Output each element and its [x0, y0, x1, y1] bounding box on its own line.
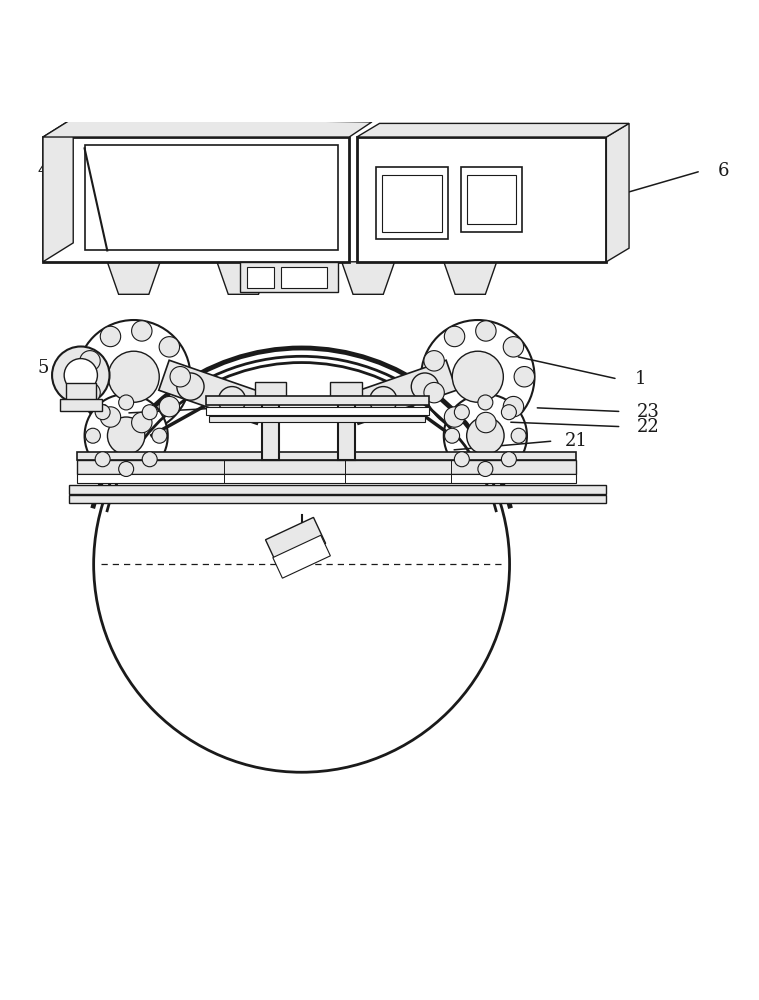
Circle shape — [95, 405, 110, 420]
Bar — [461, 167, 522, 232]
Circle shape — [52, 346, 109, 404]
Circle shape — [444, 407, 465, 427]
Bar — [468, 175, 516, 224]
Bar — [66, 383, 96, 402]
Circle shape — [455, 405, 469, 420]
Circle shape — [100, 326, 121, 347]
Circle shape — [131, 321, 152, 341]
Circle shape — [77, 320, 191, 433]
Polygon shape — [43, 118, 73, 262]
Circle shape — [514, 367, 534, 387]
Circle shape — [142, 452, 157, 467]
Circle shape — [503, 396, 524, 417]
Circle shape — [502, 405, 516, 420]
Circle shape — [219, 387, 246, 414]
Bar — [43, 137, 349, 262]
Circle shape — [502, 452, 516, 467]
Circle shape — [476, 321, 496, 341]
Circle shape — [142, 405, 157, 420]
Text: 3: 3 — [98, 404, 109, 422]
Bar — [376, 167, 448, 239]
Circle shape — [177, 373, 204, 400]
Circle shape — [118, 462, 134, 476]
Polygon shape — [217, 262, 270, 294]
Circle shape — [445, 428, 460, 443]
Text: 22: 22 — [637, 418, 660, 436]
Circle shape — [118, 395, 134, 410]
Polygon shape — [266, 517, 326, 566]
Polygon shape — [43, 118, 372, 137]
Circle shape — [86, 428, 100, 443]
Circle shape — [159, 337, 180, 357]
Polygon shape — [342, 262, 395, 294]
Circle shape — [159, 396, 180, 417]
Circle shape — [478, 462, 493, 476]
Bar — [357, 137, 606, 262]
Bar — [77, 452, 576, 460]
Circle shape — [424, 351, 444, 371]
Circle shape — [100, 407, 121, 427]
Circle shape — [370, 387, 397, 414]
Text: 6: 6 — [718, 162, 729, 180]
Circle shape — [503, 337, 524, 357]
Text: 5: 5 — [37, 359, 49, 377]
Circle shape — [152, 428, 167, 443]
Bar — [70, 485, 606, 494]
Bar — [77, 474, 576, 483]
Circle shape — [80, 351, 100, 371]
Circle shape — [452, 351, 503, 402]
Circle shape — [467, 417, 504, 454]
Bar — [382, 175, 442, 232]
Bar — [338, 387, 354, 460]
Text: 1: 1 — [635, 370, 646, 388]
Circle shape — [478, 395, 493, 410]
Bar — [77, 460, 576, 474]
Text: 4: 4 — [37, 162, 49, 180]
Circle shape — [108, 417, 145, 454]
Circle shape — [424, 382, 444, 403]
Bar — [206, 407, 429, 415]
Bar — [70, 495, 606, 503]
Circle shape — [170, 367, 191, 387]
Bar — [263, 387, 279, 460]
Polygon shape — [348, 360, 456, 424]
Polygon shape — [159, 360, 267, 424]
Bar — [61, 399, 102, 411]
Polygon shape — [272, 535, 330, 578]
Bar — [84, 145, 338, 250]
Bar — [281, 267, 326, 288]
Polygon shape — [606, 123, 629, 262]
Circle shape — [95, 452, 110, 467]
Polygon shape — [444, 262, 496, 294]
Text: 23: 23 — [637, 403, 660, 421]
Circle shape — [511, 428, 526, 443]
Bar — [330, 382, 362, 396]
Bar — [209, 416, 425, 422]
Circle shape — [84, 394, 168, 477]
Bar — [247, 267, 274, 288]
Circle shape — [444, 326, 465, 347]
Circle shape — [444, 394, 527, 477]
Circle shape — [455, 452, 469, 467]
Circle shape — [93, 356, 509, 772]
Circle shape — [65, 359, 97, 392]
Circle shape — [131, 412, 152, 433]
Bar — [255, 382, 286, 396]
Bar — [240, 262, 338, 292]
Bar — [206, 396, 429, 405]
Circle shape — [476, 412, 496, 433]
Polygon shape — [357, 123, 629, 137]
Circle shape — [411, 373, 439, 400]
Polygon shape — [107, 262, 160, 294]
Circle shape — [80, 382, 100, 403]
Text: 21: 21 — [565, 432, 587, 450]
Circle shape — [109, 351, 159, 402]
Circle shape — [421, 320, 534, 433]
